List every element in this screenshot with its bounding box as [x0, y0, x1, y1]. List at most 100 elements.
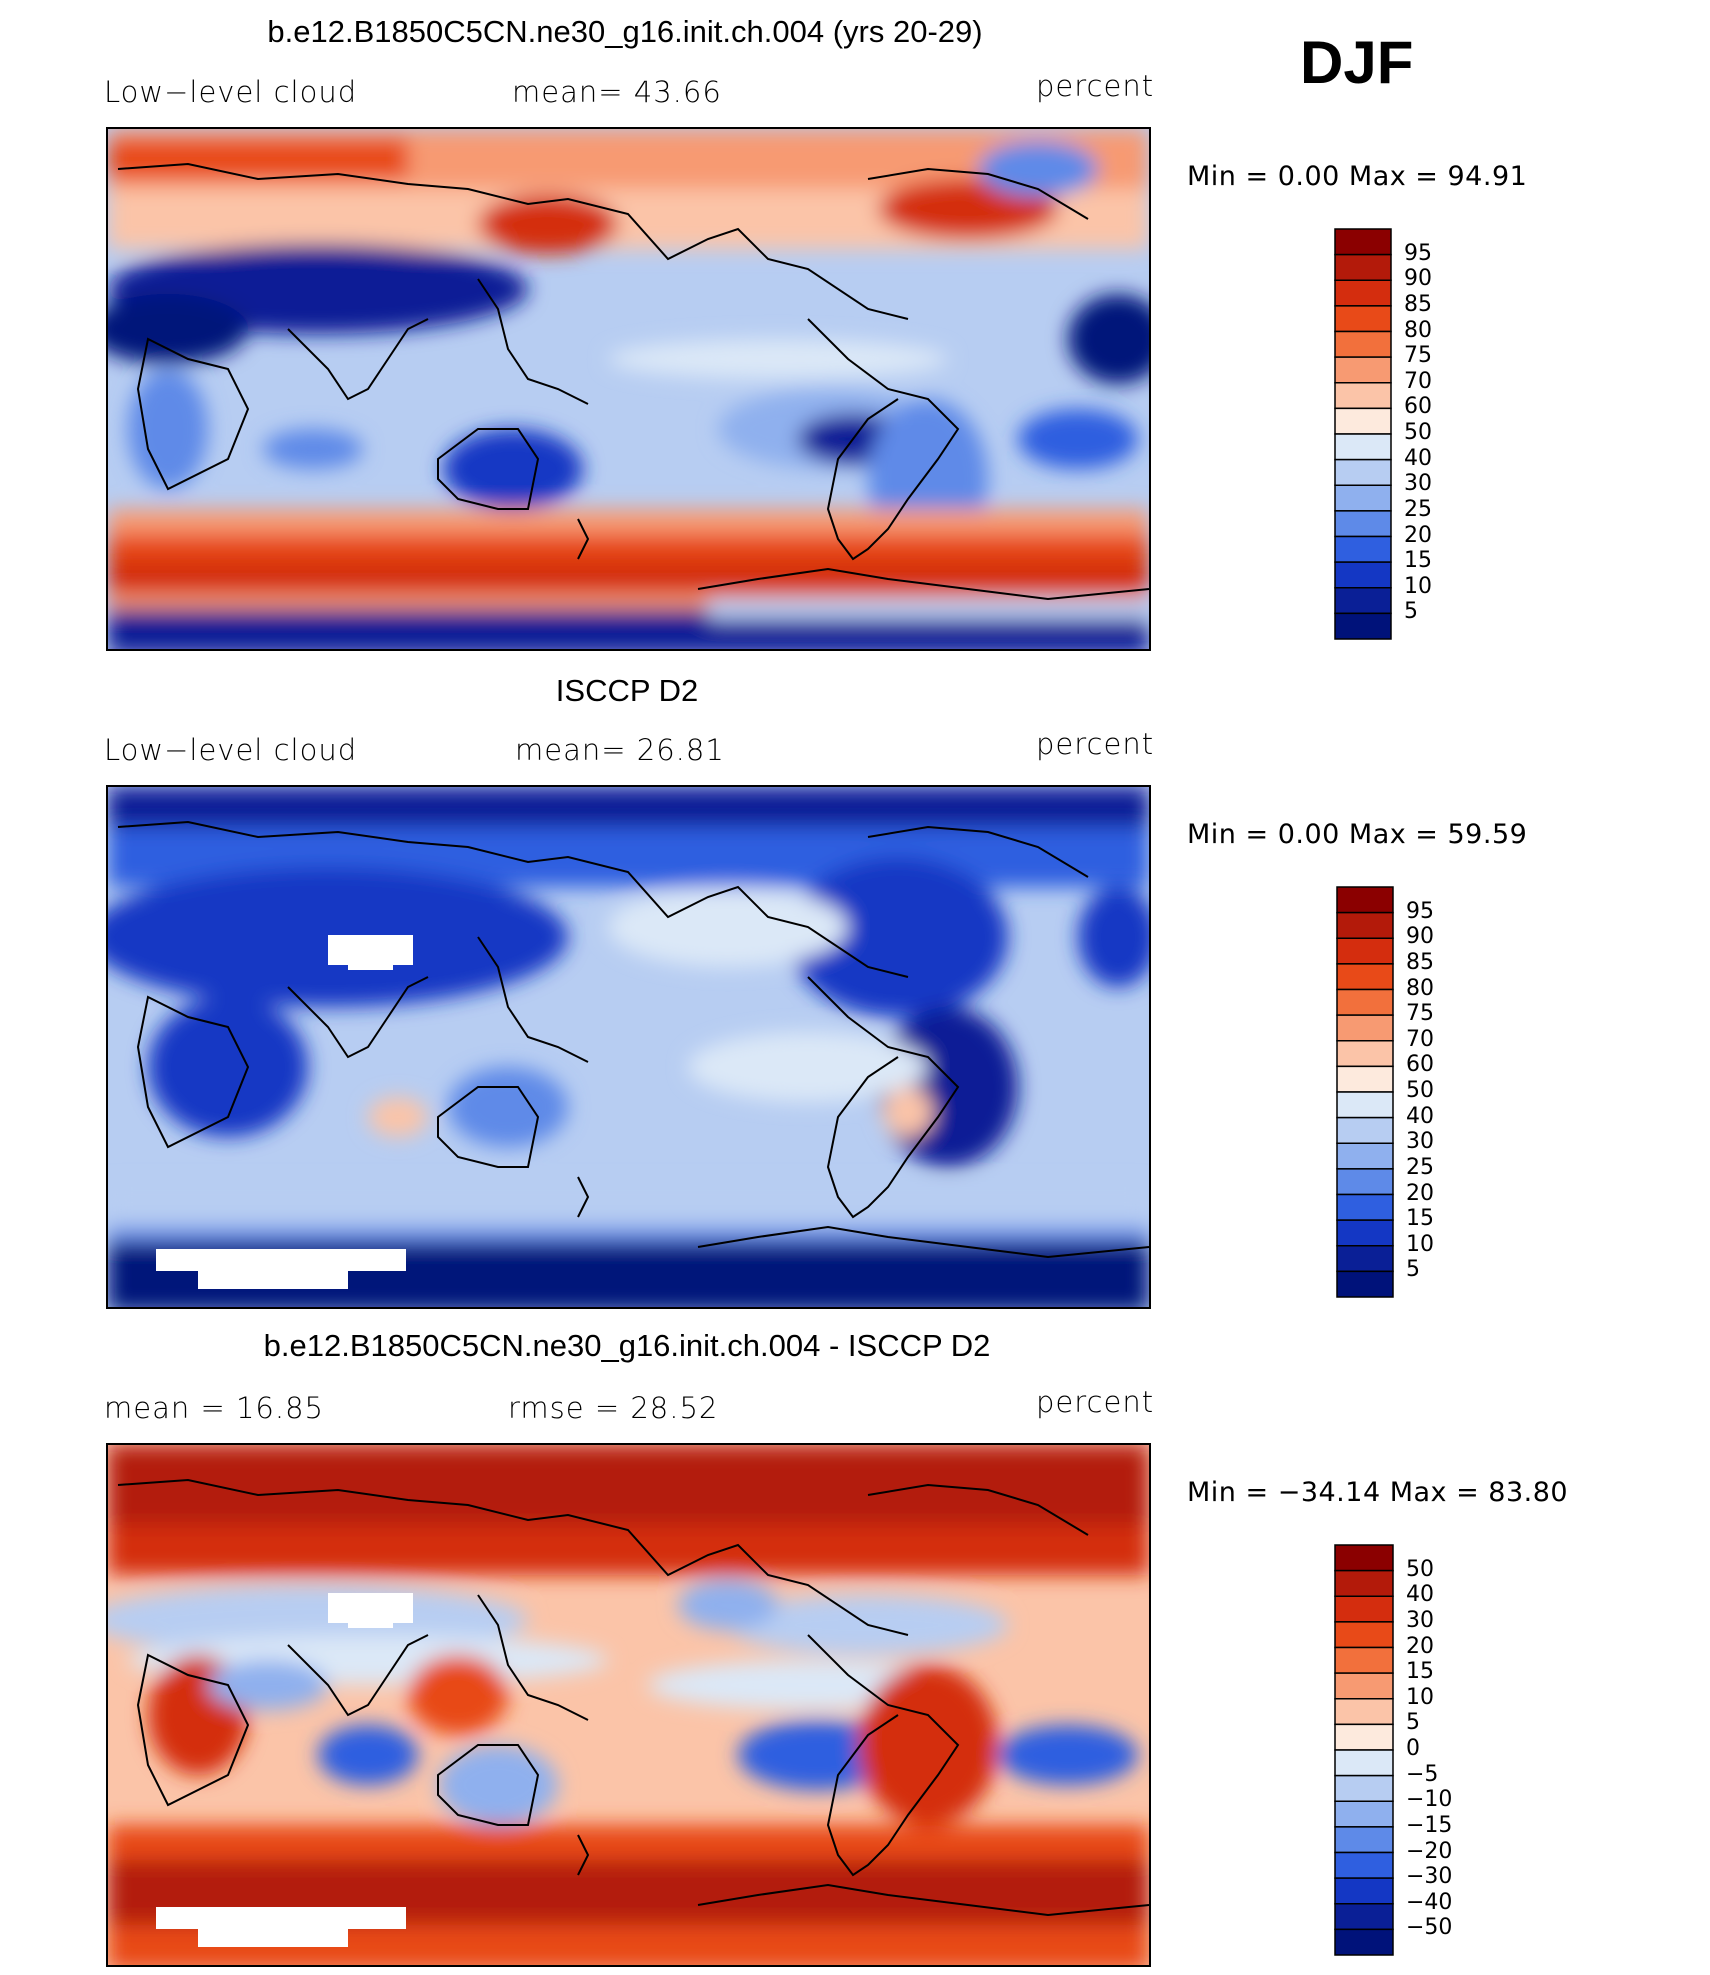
colorbar-swatch: [1334, 1851, 1394, 1879]
colorbar-swatch: [1334, 1928, 1394, 1956]
panel-2-units-label: percent: [1036, 727, 1155, 761]
panel-1-minmax: Min = 0.00 Max = 94.91: [1187, 161, 1528, 192]
panel-3-colorbar: [1334, 1544, 1394, 1956]
colorbar-tick-label: 15: [1406, 1206, 1434, 1232]
colorbar-swatch: [1334, 330, 1392, 358]
colorbar-swatch: [1334, 1749, 1394, 1777]
colorbar-swatch: [1334, 535, 1392, 563]
colorbar-tick-label: 5: [1406, 1257, 1420, 1283]
panel-3-map: [106, 1443, 1151, 1967]
colorbar-tick-label: 50: [1404, 420, 1432, 445]
colorbar-swatch: [1336, 1270, 1394, 1298]
colorbar-swatch: [1334, 484, 1392, 512]
colorbar-swatch: [1336, 937, 1394, 965]
colorbar-swatch: [1334, 1800, 1394, 1828]
colorbar-tick-label: 70: [1406, 1026, 1434, 1052]
colorbar-tick-label: 40: [1406, 1582, 1434, 1608]
colorbar-tick-label: 95: [1404, 240, 1432, 266]
colorbar-tick-label: 10: [1406, 1231, 1434, 1257]
colorbar-tick-label: 5: [1404, 599, 1418, 625]
colorbar-swatch: [1334, 561, 1392, 589]
colorbar-swatch: [1334, 253, 1392, 281]
colorbar-swatch: [1334, 1698, 1394, 1726]
colorbar-swatch: [1334, 1672, 1394, 1700]
colorbar-tick-label: 30: [1406, 1607, 1434, 1633]
panel-1-colorbar: [1334, 228, 1392, 640]
colorbar-swatch: [1336, 1245, 1394, 1273]
colorbar-tick-label: 85: [1404, 291, 1432, 317]
colorbar-swatch: [1336, 1091, 1394, 1119]
panel-1-variable-label: Low−level cloud: [104, 75, 358, 109]
colorbar-tick-label: 15: [1404, 548, 1432, 574]
panel-3-minmax: Min = −34.14 Max = 83.80: [1187, 1477, 1569, 1508]
panel-2-map: [106, 785, 1151, 1309]
panel-3-title: b.e12.B1850C5CN.ne30_g16.init.ch.004 - I…: [263, 1328, 991, 1363]
colorbar-swatch: [1336, 1219, 1394, 1247]
colorbar-swatch: [1334, 1877, 1394, 1905]
panel-3-units-label: percent: [1036, 1385, 1155, 1419]
colorbar-swatch: [1334, 382, 1392, 410]
colorbar-swatch: [1334, 612, 1392, 640]
colorbar-tick-label: 60: [1404, 394, 1432, 420]
colorbar-swatch: [1336, 1040, 1394, 1068]
colorbar-swatch: [1334, 279, 1392, 307]
panel-1-title: b.e12.B1850C5CN.ne30_g16.init.ch.004 (yr…: [267, 14, 983, 49]
colorbar-swatch: [1334, 433, 1392, 461]
colorbar-swatch: [1334, 510, 1392, 538]
panel-3-mean-label: mean = 16.85: [104, 1391, 324, 1425]
colorbar-tick-label: 20: [1406, 1180, 1434, 1206]
colorbar-swatch: [1336, 1168, 1394, 1196]
colorbar-swatch: [1334, 458, 1392, 486]
colorbar-swatch: [1334, 1595, 1394, 1623]
colorbar-swatch: [1336, 1142, 1394, 1170]
colorbar-swatch: [1336, 886, 1394, 914]
colorbar-tick-label: 25: [1406, 1154, 1434, 1180]
panel-2-minmax: Min = 0.00 Max = 59.59: [1187, 819, 1528, 850]
colorbar-tick-label: −20: [1406, 1838, 1453, 1864]
colorbar-tick-label: −10: [1406, 1787, 1453, 1813]
colorbar-swatch: [1336, 1193, 1394, 1221]
colorbar-swatch: [1336, 988, 1394, 1016]
colorbar-swatch: [1336, 1065, 1394, 1093]
colorbar-swatch: [1334, 587, 1392, 615]
colorbar-swatch: [1334, 356, 1392, 384]
colorbar-tick-label: 50: [1406, 1078, 1434, 1103]
colorbar-tick-label: 0: [1406, 1736, 1420, 1761]
colorbar-tick-label: 75: [1404, 343, 1432, 369]
colorbar-swatch: [1334, 1903, 1394, 1931]
colorbar-tick-label: 25: [1404, 496, 1432, 522]
colorbar-tick-label: 20: [1404, 522, 1432, 548]
colorbar-tick-label: 40: [1406, 1103, 1434, 1129]
colorbar-tick-label: 90: [1404, 266, 1432, 292]
panel-1-map: [106, 127, 1151, 651]
colorbar-swatch: [1334, 1826, 1394, 1854]
panel-1-mean-label: mean= 43.66: [512, 75, 722, 109]
panel-2-mean-label: mean= 26.81: [515, 733, 725, 767]
colorbar-tick-label: 40: [1404, 445, 1432, 471]
colorbar-swatch: [1334, 407, 1392, 435]
panel-2-variable-label: Low−level cloud: [104, 733, 358, 767]
colorbar-swatch: [1336, 1014, 1394, 1042]
colorbar-swatch: [1336, 911, 1394, 939]
colorbar-tick-label: 10: [1406, 1684, 1434, 1710]
colorbar-swatch: [1334, 228, 1392, 256]
colorbar-tick-label: 80: [1404, 317, 1432, 343]
colorbar-tick-label: 60: [1406, 1052, 1434, 1078]
colorbar-swatch: [1334, 1569, 1394, 1597]
colorbar-tick-label: 15: [1406, 1659, 1434, 1685]
colorbar-swatch: [1334, 1774, 1394, 1802]
colorbar-tick-label: 95: [1406, 898, 1434, 924]
colorbar-tick-label: 85: [1406, 949, 1434, 975]
colorbar-swatch: [1334, 1646, 1394, 1674]
colorbar-swatch: [1334, 1723, 1394, 1751]
colorbar-tick-label: 80: [1406, 975, 1434, 1001]
colorbar-tick-label: 75: [1406, 1001, 1434, 1027]
colorbar-swatch: [1334, 1621, 1394, 1649]
colorbar-tick-label: 90: [1406, 924, 1434, 950]
panel-1-units-label: percent: [1036, 69, 1155, 103]
colorbar-tick-label: 5: [1406, 1710, 1420, 1736]
colorbar-tick-label: 30: [1404, 471, 1432, 497]
colorbar-swatch: [1334, 305, 1392, 333]
panel-3-rmse-label: rmse = 28.52: [508, 1391, 719, 1425]
colorbar-swatch: [1336, 963, 1394, 991]
